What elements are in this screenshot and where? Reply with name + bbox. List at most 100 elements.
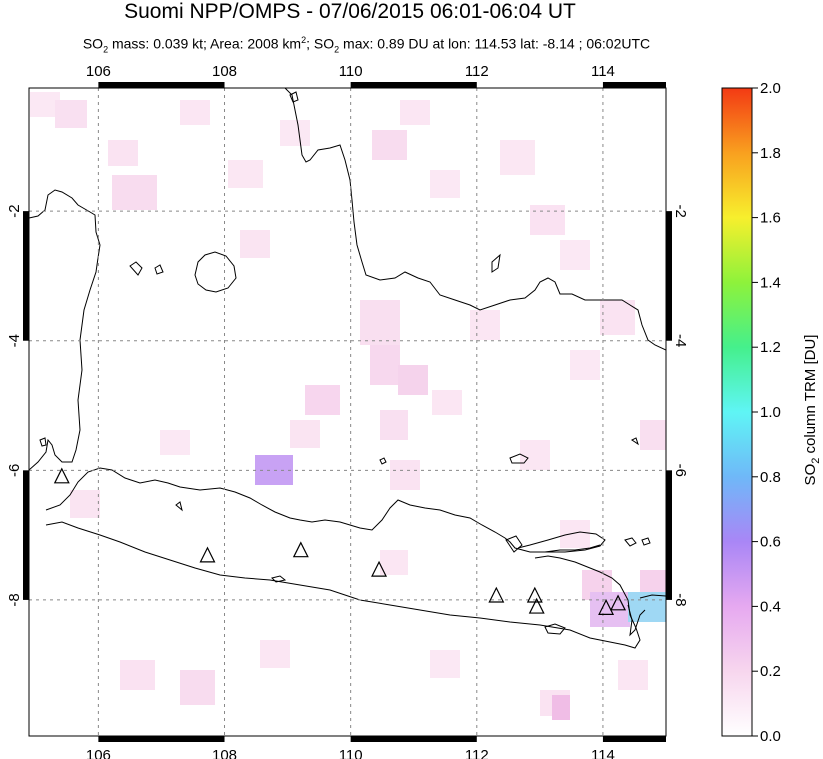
lon-label-bottom: 114 xyxy=(591,747,615,759)
so2-pixel xyxy=(618,660,648,690)
so2-pixel xyxy=(120,660,155,690)
frame-bar-bottom xyxy=(350,736,477,742)
so2-pixel xyxy=(470,310,500,340)
borneo-coast xyxy=(284,88,666,351)
page-title: Suomi NPP/OMPS - 07/06/2015 06:01-06:04 … xyxy=(124,0,576,23)
map-subtitle: SO2 mass: 0.039 kt; Area: 2008 km2; SO2 … xyxy=(82,35,651,55)
so2-pixel xyxy=(280,120,310,146)
frame-bar-top xyxy=(98,82,225,88)
volcano-marker xyxy=(610,594,627,611)
lat-label-left: -6 xyxy=(6,464,23,477)
so2-pixel xyxy=(370,345,400,385)
so2-pixel xyxy=(640,420,666,450)
so2-pixel xyxy=(500,140,535,175)
colorbar-tick-label: 1.0 xyxy=(760,404,781,421)
lon-label-bottom: 108 xyxy=(212,747,237,759)
so2-pixels xyxy=(30,92,666,720)
so2-pixel xyxy=(570,350,600,380)
colorbar-tick-label: 1.2 xyxy=(760,339,781,356)
lon-label-top: 112 xyxy=(465,63,489,80)
so2-pixel xyxy=(520,440,550,470)
lon-label-bottom: 112 xyxy=(465,747,489,759)
lon-label-top: 108 xyxy=(212,63,237,80)
so2-pixel xyxy=(552,695,570,720)
so2-pixel xyxy=(432,390,462,415)
so2-pixel xyxy=(55,100,87,128)
island-coast xyxy=(175,501,183,512)
so2-pixel xyxy=(360,300,400,345)
frame-bar-right xyxy=(666,211,672,341)
java-south-coast xyxy=(45,521,641,649)
volcano-marker xyxy=(199,546,216,563)
island-coast xyxy=(129,261,143,276)
so2-pixel xyxy=(305,385,340,415)
frame-bar-left xyxy=(23,470,29,600)
lon-label-top: 106 xyxy=(86,63,111,80)
colorbar-title: SO2 column TRM [DU] xyxy=(802,335,822,486)
graticule xyxy=(29,88,666,736)
volcano-marker xyxy=(292,541,309,558)
so2-pixel xyxy=(108,140,138,166)
frame-bar-right xyxy=(666,470,672,600)
volcano-marker xyxy=(53,467,70,484)
so2-pixel xyxy=(380,410,408,440)
map-frame-bars xyxy=(23,82,672,742)
java-north-coast xyxy=(45,467,601,553)
colorbar-tick-label: 1.8 xyxy=(760,145,781,162)
colorbar-ticks: 2.0 1.8 1.6 1.4 1.2 1.0 0.8 0.6 0.4 0.2 0.0 xyxy=(752,80,781,745)
axis-labels: 106 106 108 108 110 110 112 112 114 114 -2 -2 -4 -4 -6… xyxy=(6,63,689,759)
belitung-coast xyxy=(194,251,237,293)
colorbar-tick-label: 0.6 xyxy=(760,534,781,551)
so2-pixel xyxy=(240,230,270,258)
volcano-marker xyxy=(371,560,388,577)
so2-pixel xyxy=(180,670,215,705)
colorbar-tick-label: 0.0 xyxy=(760,728,781,745)
island-coast xyxy=(271,575,287,583)
colorbar-tick-label: 0.8 xyxy=(760,469,781,486)
so2-pixel xyxy=(430,170,460,198)
so2-pixel xyxy=(372,130,407,160)
island-coast xyxy=(505,535,523,553)
colorbar-tick-label: 1.4 xyxy=(760,274,781,291)
so2-pixel xyxy=(390,460,420,490)
so2-pixel xyxy=(560,520,590,548)
sumatra-coast xyxy=(29,189,101,471)
lat-label-left: -2 xyxy=(6,204,23,217)
island-coast xyxy=(289,91,299,103)
frame-bar-bottom xyxy=(602,736,666,742)
lat-label-left: -8 xyxy=(6,593,23,606)
island-coast xyxy=(631,437,639,446)
frame-bar-bottom xyxy=(98,736,225,742)
map-frame xyxy=(28,87,667,737)
madura-coast xyxy=(517,531,606,553)
frame-bar-top xyxy=(602,82,666,88)
so2-pixel xyxy=(160,430,190,455)
colorbar-tick-label: 2.0 xyxy=(760,80,781,97)
so2-pixel xyxy=(290,420,320,448)
colorbar-tick-label: 0.4 xyxy=(760,598,781,615)
so2-pixel xyxy=(180,100,210,125)
so2-pixel xyxy=(600,300,635,335)
colorbar-tick-label: 1.6 xyxy=(760,210,781,227)
so2-pixel xyxy=(260,640,290,668)
lon-label-top: 110 xyxy=(339,63,363,80)
island-coast xyxy=(491,253,501,273)
so2-pixel xyxy=(70,490,100,518)
island-coast xyxy=(379,457,387,465)
bali-river xyxy=(627,604,646,637)
island-coast xyxy=(624,537,637,547)
lat-label-right: -6 xyxy=(672,464,689,477)
coastline xyxy=(29,88,666,649)
so2-pixel xyxy=(400,100,430,125)
lat-label-right: -4 xyxy=(672,334,689,347)
so2-pixel xyxy=(228,160,263,188)
so2-pixel xyxy=(380,550,408,575)
colorbar xyxy=(721,87,753,737)
frame-bar-top xyxy=(350,82,477,88)
frame-bar-left xyxy=(23,211,29,341)
volcano-marker xyxy=(528,597,545,614)
bawean-coast xyxy=(509,453,529,464)
island-coast xyxy=(154,264,164,275)
lon-label-bottom: 110 xyxy=(339,747,363,759)
